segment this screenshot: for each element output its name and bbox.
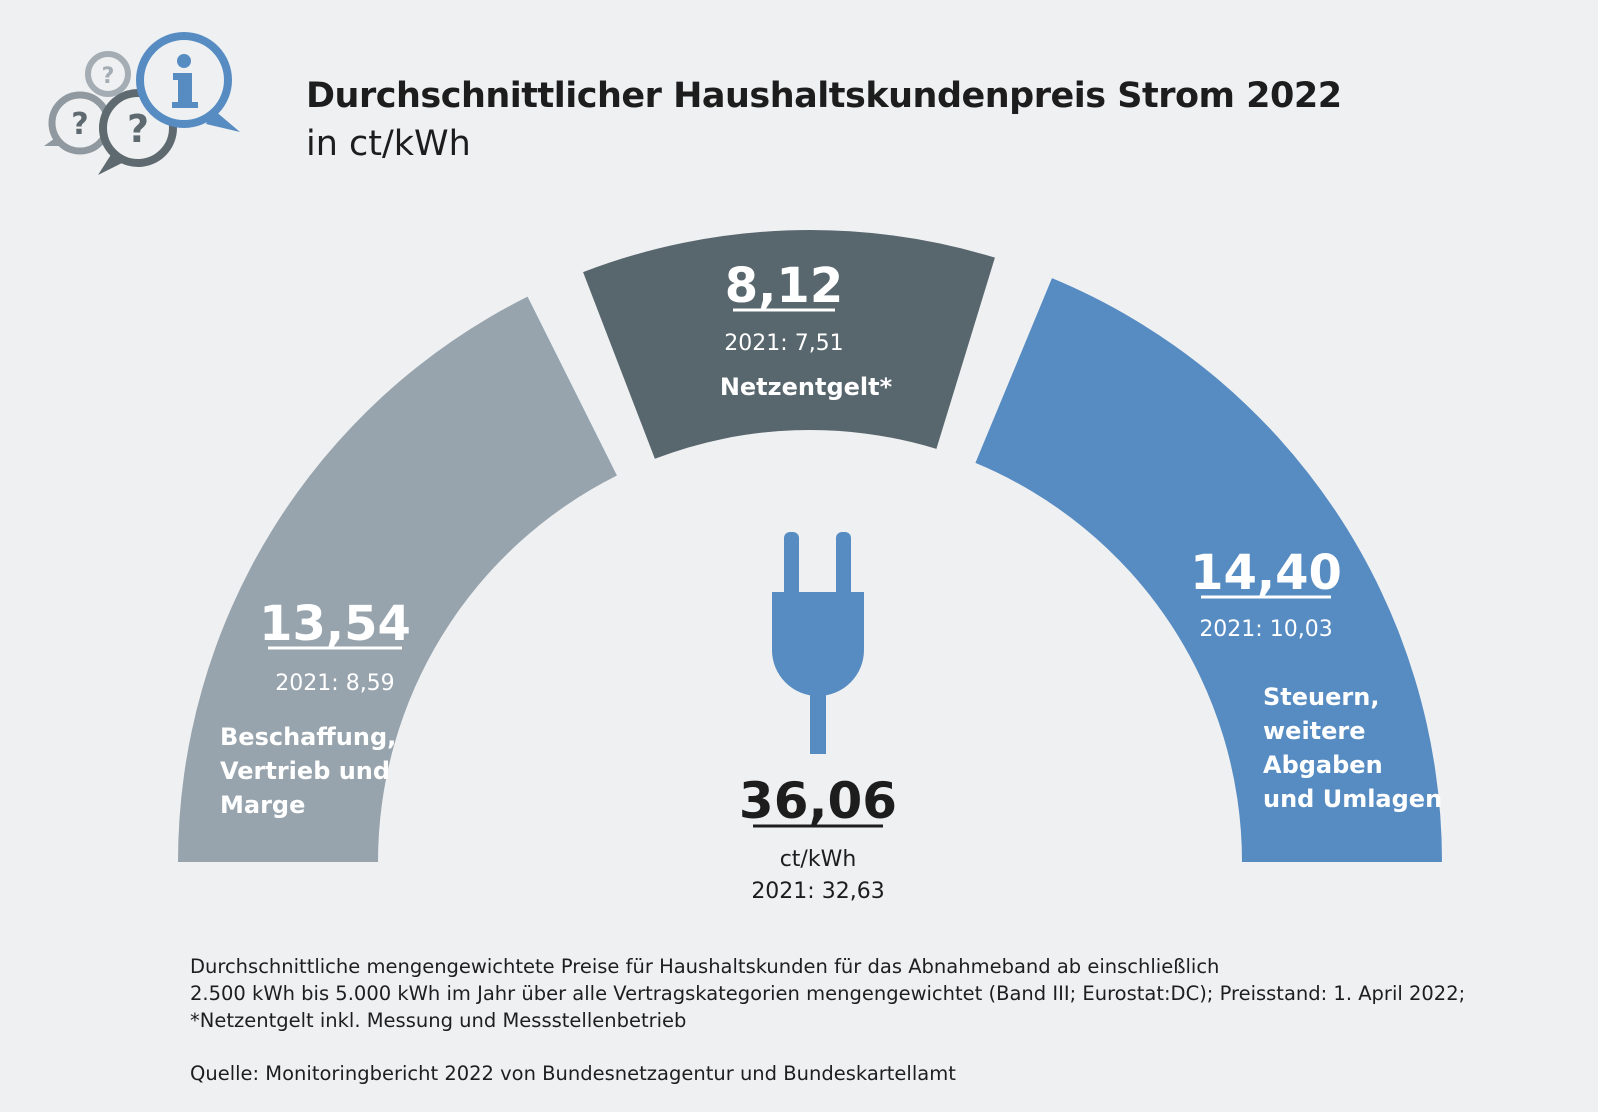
chart-segments xyxy=(178,230,1442,863)
segment-category-label: Netzentgelt* xyxy=(720,373,893,401)
segment-value-label: 8,12 xyxy=(725,258,843,314)
info-speech-bubble-icon: ? ? ? xyxy=(44,32,240,175)
total-prev-year: 2021: 32,63 xyxy=(751,879,884,904)
svg-text:?: ? xyxy=(102,64,115,89)
total-group: 36,06 ct/kWh 2021: 32,63 xyxy=(739,772,897,904)
segment-prev-year-label: 2021: 10,03 xyxy=(1199,617,1332,642)
svg-text:?: ? xyxy=(127,107,149,151)
total-unit: ct/kWh xyxy=(780,847,857,872)
segment-prev-year-label: 2021: 7,51 xyxy=(724,331,843,356)
segment-category-label: Vertrieb und xyxy=(220,757,390,785)
segment-category-label: Abgaben xyxy=(1263,751,1383,779)
source-note: Quelle: Monitoringbericht 2022 von Bunde… xyxy=(190,1062,956,1085)
segment-category-label: weitere xyxy=(1263,717,1366,745)
page-title: Durchschnittlicher Haushaltskundenpreis … xyxy=(306,76,1342,116)
chart-segment xyxy=(975,278,1442,862)
chart-labels: 13,54 2021: 8,59 Beschaffung, Vertrieb und M… xyxy=(220,258,1442,819)
footnote-line: Durchschnittliche mengengewichtete Preis… xyxy=(190,955,1220,978)
half-donut-chart: 13,54 2021: 8,59 Beschaffung, Vertrieb und M… xyxy=(178,230,1442,904)
segment-value-label: 13,54 xyxy=(259,596,411,652)
chart-segment xyxy=(583,230,995,459)
chart-segment xyxy=(178,296,617,863)
total-value: 36,06 xyxy=(739,772,897,830)
footnote-line: *Netzentgelt inkl. Messung und Messstell… xyxy=(190,1009,687,1032)
svg-text:?: ? xyxy=(71,107,88,142)
segment-category-label: Steuern, xyxy=(1263,683,1379,711)
segment-prev-year-label: 2021: 8,59 xyxy=(275,671,394,696)
segment-category-label: und Umlagen xyxy=(1263,785,1442,813)
segment-value-label: 14,40 xyxy=(1190,545,1342,601)
segment-category-label: Beschaffung, xyxy=(220,723,396,751)
footnote-line: 2.500 kWh bis 5.000 kWh im Jahr über all… xyxy=(190,982,1466,1005)
segment-category-label: Marge xyxy=(220,791,305,819)
plug-icon xyxy=(772,532,864,754)
page-subtitle: in ct/kWh xyxy=(306,124,471,164)
footnote: Durchschnittliche mengengewichtete Preis… xyxy=(190,953,1570,1034)
